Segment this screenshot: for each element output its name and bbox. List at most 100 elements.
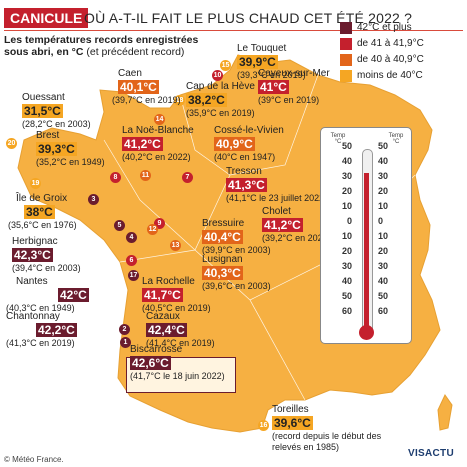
label-herbignac: Herbignac 42,3°C (39,4°C en 2003) (12, 236, 81, 274)
tick-left: 40 (341, 276, 352, 286)
station-value: 41,7°C (142, 288, 183, 302)
label-cazaux: Cazaux 42,4°C (41,4°C en 2019) (146, 311, 215, 349)
legend-swatch (340, 54, 352, 66)
tick-right: 50 (378, 291, 389, 301)
station-value: 40,9°C (214, 137, 255, 151)
station-previous: (35,2°C en 1949) (36, 157, 105, 167)
legend-swatch (340, 70, 352, 82)
tick-left: 30 (341, 171, 352, 181)
station-name: Biscarrosse (130, 344, 183, 355)
label-chantonnay: Chantonnay 42,2°C (41,3°C en 2019) (6, 311, 77, 349)
label-bressuire: Bressuire 40,4°C (39,9°C en 2003) (202, 218, 271, 256)
station-name: Brest (36, 130, 60, 141)
thermometer-unit-right: Temp °C (388, 133, 404, 145)
tick-left: 10 (341, 201, 352, 211)
marker-10: 10 (212, 70, 223, 81)
corsica-shape (437, 394, 453, 431)
station-name: Caen (118, 68, 142, 79)
label-toreilles: Toreilles 39,6°C (record depuis le début… (272, 404, 387, 453)
station-name: Nantes (16, 276, 48, 287)
legend-label: de 41 à 41,9°C (357, 38, 424, 49)
station-name: Lusignan (202, 254, 243, 265)
station-value: 31,5°C (22, 104, 63, 118)
marker-17: 17 (128, 270, 139, 281)
station-value: 38°C (24, 205, 55, 219)
marker-19: 19 (30, 178, 41, 189)
label-nantes: Nantes 42°C (40,3°C en 1949) (6, 276, 89, 314)
station-previous: (39,6°C en 2003) (202, 281, 271, 291)
marker-14: 14 (154, 114, 165, 125)
station-previous: (41,4°C en 2019) (146, 338, 215, 348)
label-ile-groix: Île de Groix 38°C (35,6°C en 1976) (8, 193, 77, 231)
label-la-rochelle: La Rochelle 41,7°C (40,5°C en 2019) (142, 276, 211, 314)
station-name: Cazaux (146, 311, 180, 322)
legend-swatch (340, 38, 352, 50)
label-cholet: Cholet 41,2°C (39,2°C en 2020) (262, 206, 331, 244)
tick-right: 30 (378, 261, 389, 271)
marker-15: 15 (220, 60, 231, 71)
marker-13: 13 (170, 240, 181, 251)
label-noe-blanche: La Noë-Blanche 41,2°C (40,2°C en 2022) (122, 125, 194, 163)
tick-right: 20 (378, 186, 389, 196)
station-name: Tresson (226, 166, 262, 177)
subtitle-line2: sous abri, en °C (et précédent record) (4, 46, 184, 58)
brand-logo: VISACTU (408, 448, 454, 459)
header-divider (4, 30, 463, 31)
station-previous: (39,4°C en 2003) (12, 263, 81, 273)
label-cap-heve: Cap de la Hève 38,2°C (35,9°C en 2019) (186, 81, 255, 119)
legend-label: moins de 40°C (357, 70, 423, 81)
label-cayeux: Cayeux-sur-Mer 41°C (39°C en 2019) (258, 68, 330, 106)
station-previous: (39,3°C en 2019) (237, 70, 306, 80)
station-name: Île de Groix (16, 193, 68, 204)
station-value: 41,2°C (262, 218, 303, 232)
station-previous: (39,9°C en 2003) (202, 245, 271, 255)
station-name: Herbignac (12, 236, 58, 247)
label-caen: Caen 40,1°C (39,7°C en 2019) (112, 68, 181, 106)
tick-left: 20 (341, 186, 352, 196)
station-value: 39,9°C (237, 55, 278, 69)
label-biscarrosse: Biscarrosse 42,6°C (41,7°C le 18 juin 20… (130, 344, 225, 382)
marker-5: 5 (114, 220, 125, 231)
station-value: 41,3°C (226, 178, 267, 192)
tick-right: 40 (378, 156, 389, 166)
station-value: 42,3°C (12, 248, 53, 262)
station-previous: (35,6°C en 1976) (8, 220, 77, 230)
tick-left: 60 (341, 306, 352, 316)
category-badge: CANICULE (4, 8, 89, 28)
station-previous: (35,9°C en 2019) (186, 108, 255, 118)
page-title: OÙ A-T-IL FAIT LE PLUS CHAUD CET ÉTÉ 202… (84, 10, 413, 26)
station-value: 42,2°C (36, 323, 77, 337)
station-name: La Noë-Blanche (122, 125, 194, 136)
station-value: 40,4°C (202, 230, 243, 244)
station-previous: (record depuis le début des relevés en 1… (272, 431, 382, 452)
station-value: 41°C (258, 80, 289, 94)
station-previous: (41,7°C le 18 juin 2022) (130, 371, 225, 381)
marker-8: 8 (110, 172, 121, 183)
station-value: 42,4°C (146, 323, 187, 337)
label-brest: Brest 39,3°C (35,2°C en 1949) (36, 130, 105, 168)
label-cosse: Cossé-le-Vivien 40,9°C (40°C en 1947) (214, 125, 284, 163)
legend-label: 42°C et plus (357, 22, 412, 33)
station-name: Cholet (262, 206, 291, 217)
station-name: Cayeux-sur-Mer (258, 68, 330, 79)
marker-20: 20 (6, 138, 17, 149)
station-name: Chantonnay (6, 311, 60, 322)
label-lusignan: Lusignan 40,3°C (39,6°C en 2003) (202, 254, 271, 292)
station-name: Le Touquet (237, 43, 287, 54)
tick-left: 0 (346, 216, 352, 226)
tick-right: 20 (378, 246, 389, 256)
station-name: Cossé-le-Vivien (214, 125, 284, 136)
station-value: 40,1°C (118, 80, 159, 94)
tick-right: 10 (378, 231, 389, 241)
tick-right: 30 (378, 171, 389, 181)
station-previous: (39,2°C en 2020) (262, 233, 331, 243)
tick-left: 50 (341, 141, 352, 151)
marker-1: 1 (120, 337, 131, 348)
marker-2: 2 (119, 324, 130, 335)
tick-right: 50 (378, 141, 389, 151)
station-previous: (40,5°C en 2019) (142, 303, 211, 313)
station-name: Ouessant (22, 92, 65, 103)
tick-right: 10 (378, 201, 389, 211)
tick-left: 50 (341, 291, 352, 301)
station-value: 39,6°C (272, 416, 313, 430)
